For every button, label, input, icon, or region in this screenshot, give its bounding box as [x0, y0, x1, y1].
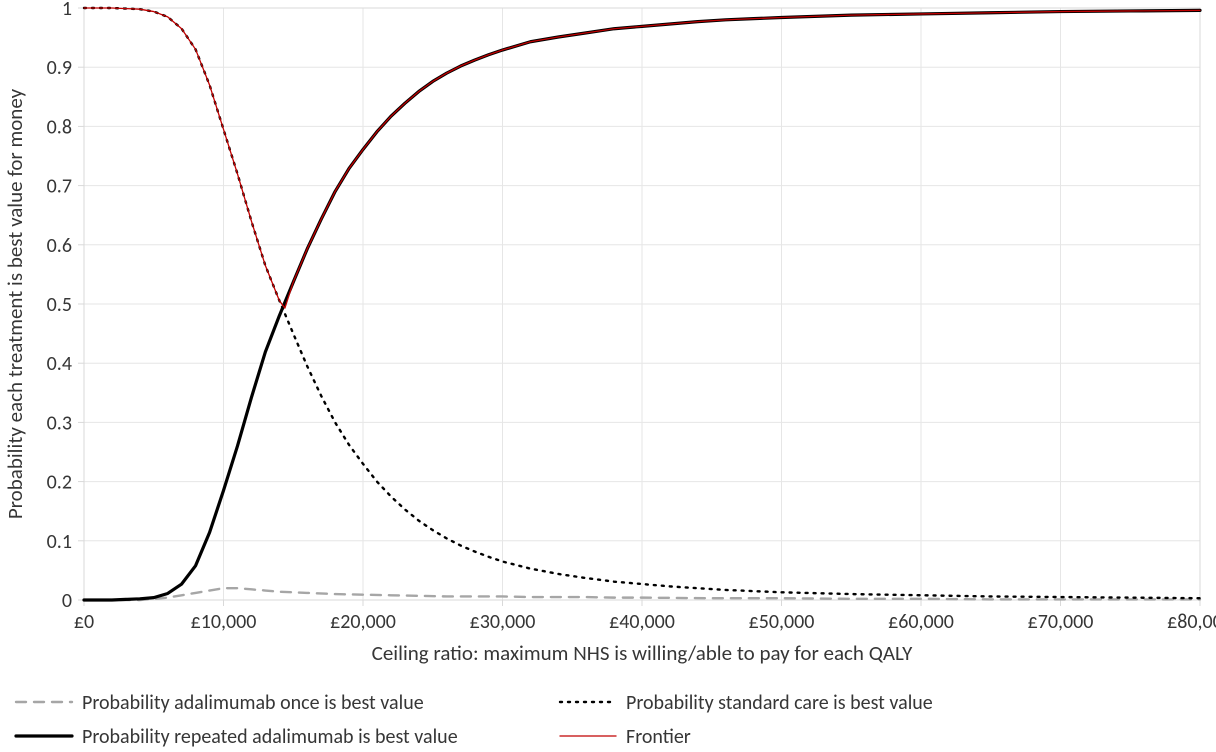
legend-label-repeated_adalimumab: Probability repeated adalimumab is best … [82, 725, 458, 749]
x-tick-label: £80,000 [1167, 610, 1216, 634]
x-tick-label: £20,000 [330, 610, 396, 634]
y-tick-label: 0.8 [47, 115, 72, 139]
y-tick-label: 0.7 [47, 175, 72, 199]
x-tick-label: £40,000 [609, 610, 675, 634]
x-tick-label: £30,000 [470, 610, 536, 634]
y-tick-label: 0.4 [47, 352, 72, 376]
y-tick-label: 0.3 [47, 411, 72, 435]
y-tick-label: 0.9 [47, 56, 72, 80]
y-tick-label: 0.6 [47, 234, 72, 258]
y-tick-label: 0.2 [47, 471, 72, 495]
ceac-chart: £0 £10,000 £20,000 £30,000 £40,000 £50,000 £60… [0, 0, 1216, 752]
y-tick-label: 0 [62, 589, 72, 613]
x-tick-label: £10,000 [191, 610, 257, 634]
chart-svg: £0 £10,000 £20,000 £30,000 £40,000 £50,000 £60… [0, 0, 1216, 752]
y-tick-label: 1 [62, 0, 72, 21]
y-tick-label: 0.1 [47, 530, 72, 554]
legend-label-frontier: Frontier [626, 725, 691, 749]
y-axis-title: Probability each treatment is best value… [2, 88, 28, 519]
x-tick-label: £50,000 [749, 610, 815, 634]
x-tick-label: £60,000 [888, 610, 954, 634]
legend-label-standard_care: Probability standard care is best value [626, 691, 933, 715]
x-tick-label: £0 [74, 610, 94, 634]
x-axis-title: Ceiling ratio: maximum NHS is willing/ab… [372, 640, 913, 666]
x-tick-label: £70,000 [1028, 610, 1094, 634]
y-tick-label: 0.5 [47, 293, 72, 317]
legend-label-adalimumab_once: Probability adalimumab once is best valu… [82, 691, 424, 715]
